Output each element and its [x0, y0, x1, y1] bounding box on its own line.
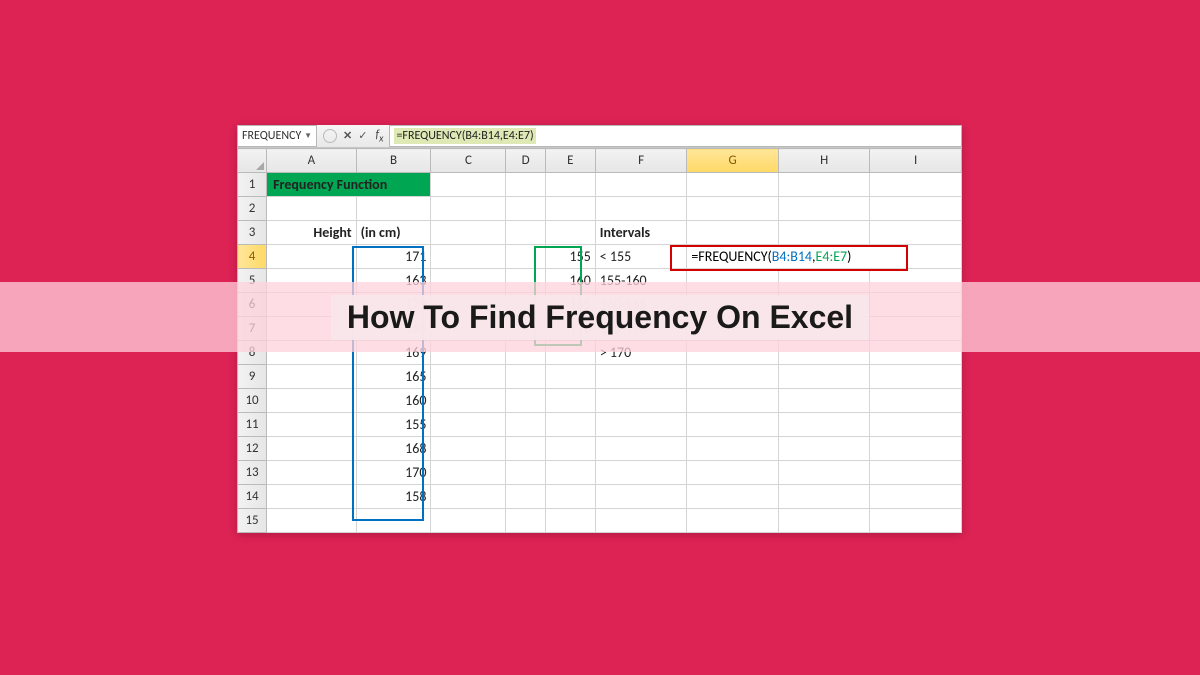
col-header-H[interactable]: H — [778, 149, 870, 173]
row-header-4[interactable]: 4 — [238, 245, 267, 269]
expand-icon[interactable] — [323, 129, 337, 143]
title-cell[interactable]: Frequency Function — [267, 173, 431, 197]
row-15: 15 — [238, 509, 962, 533]
row-3: 3 Height (in cm) Intervals — [238, 221, 962, 245]
formula-bar: FREQUENCY ▼ ✕ ✓ fx =FREQUENCY(B4:B14,E4:… — [237, 125, 962, 148]
row-12: 12 168 — [238, 437, 962, 461]
row-4: 4 171 155 < 155 =FREQUENCY(B4:B14,E4:E7) — [238, 245, 962, 269]
height-cell[interactable]: 158 — [356, 485, 431, 509]
column-headers-row: A B C D E F G H I — [238, 149, 962, 173]
row-14: 14 158 — [238, 485, 962, 509]
col-header-B[interactable]: B — [356, 149, 431, 173]
accept-icon[interactable]: ✓ — [358, 129, 367, 142]
row-header-14[interactable]: 14 — [238, 485, 267, 509]
col-header-F[interactable]: F — [595, 149, 687, 173]
row-header-10[interactable]: 10 — [238, 389, 267, 413]
height-cell[interactable]: 155 — [356, 413, 431, 437]
row-header-13[interactable]: 13 — [238, 461, 267, 485]
title-overlay-band: How To Find Frequency On Excel — [0, 282, 1200, 352]
height-cell[interactable]: 168 — [356, 437, 431, 461]
page-title: How To Find Frequency On Excel — [331, 295, 869, 340]
col-header-C[interactable]: C — [431, 149, 506, 173]
intervals-header[interactable]: Intervals — [595, 221, 687, 245]
height-cell[interactable]: 165 — [356, 365, 431, 389]
height-cell[interactable]: 170 — [356, 461, 431, 485]
row-header-3[interactable]: 3 — [238, 221, 267, 245]
interval-label[interactable]: < 155 — [595, 245, 687, 269]
in-cm-header[interactable]: (in cm) — [356, 221, 431, 245]
row-header-1[interactable]: 1 — [238, 173, 267, 197]
height-cell[interactable]: 171 — [356, 245, 431, 269]
row-header-11[interactable]: 11 — [238, 413, 267, 437]
row-11: 11 155 — [238, 413, 962, 437]
formula-controls: ✕ ✓ fx — [317, 128, 389, 144]
height-cell[interactable]: 160 — [356, 389, 431, 413]
row-header-9[interactable]: 9 — [238, 365, 267, 389]
formula-text: =FREQUENCY(B4:B14,E4:E7) — [394, 128, 535, 144]
height-header[interactable]: Height — [267, 221, 356, 245]
row-2: 2 — [238, 197, 962, 221]
name-box[interactable]: FREQUENCY ▼ — [237, 125, 317, 147]
name-box-dropdown-icon[interactable]: ▼ — [304, 131, 312, 141]
col-header-I[interactable]: I — [870, 149, 962, 173]
row-header-12[interactable]: 12 — [238, 437, 267, 461]
col-header-G[interactable]: G — [687, 149, 779, 173]
bin-cell[interactable]: 155 — [545, 245, 595, 269]
row-header-15[interactable]: 15 — [238, 509, 267, 533]
active-formula-cell[interactable]: =FREQUENCY(B4:B14,E4:E7) — [687, 245, 962, 269]
row-header-2[interactable]: 2 — [238, 197, 267, 221]
name-box-value: FREQUENCY — [242, 129, 301, 143]
select-all-corner[interactable] — [238, 149, 267, 173]
row-10: 10 160 — [238, 389, 962, 413]
row-13: 13 170 — [238, 461, 962, 485]
col-header-D[interactable]: D — [506, 149, 546, 173]
fx-icon[interactable]: fx — [375, 128, 383, 144]
col-header-A[interactable]: A — [267, 149, 356, 173]
cancel-icon[interactable]: ✕ — [343, 129, 352, 142]
formula-input[interactable]: =FREQUENCY(B4:B14,E4:E7) — [389, 125, 962, 147]
row-9: 9 165 — [238, 365, 962, 389]
col-header-E[interactable]: E — [545, 149, 595, 173]
row-1: 1 Frequency Function — [238, 173, 962, 197]
